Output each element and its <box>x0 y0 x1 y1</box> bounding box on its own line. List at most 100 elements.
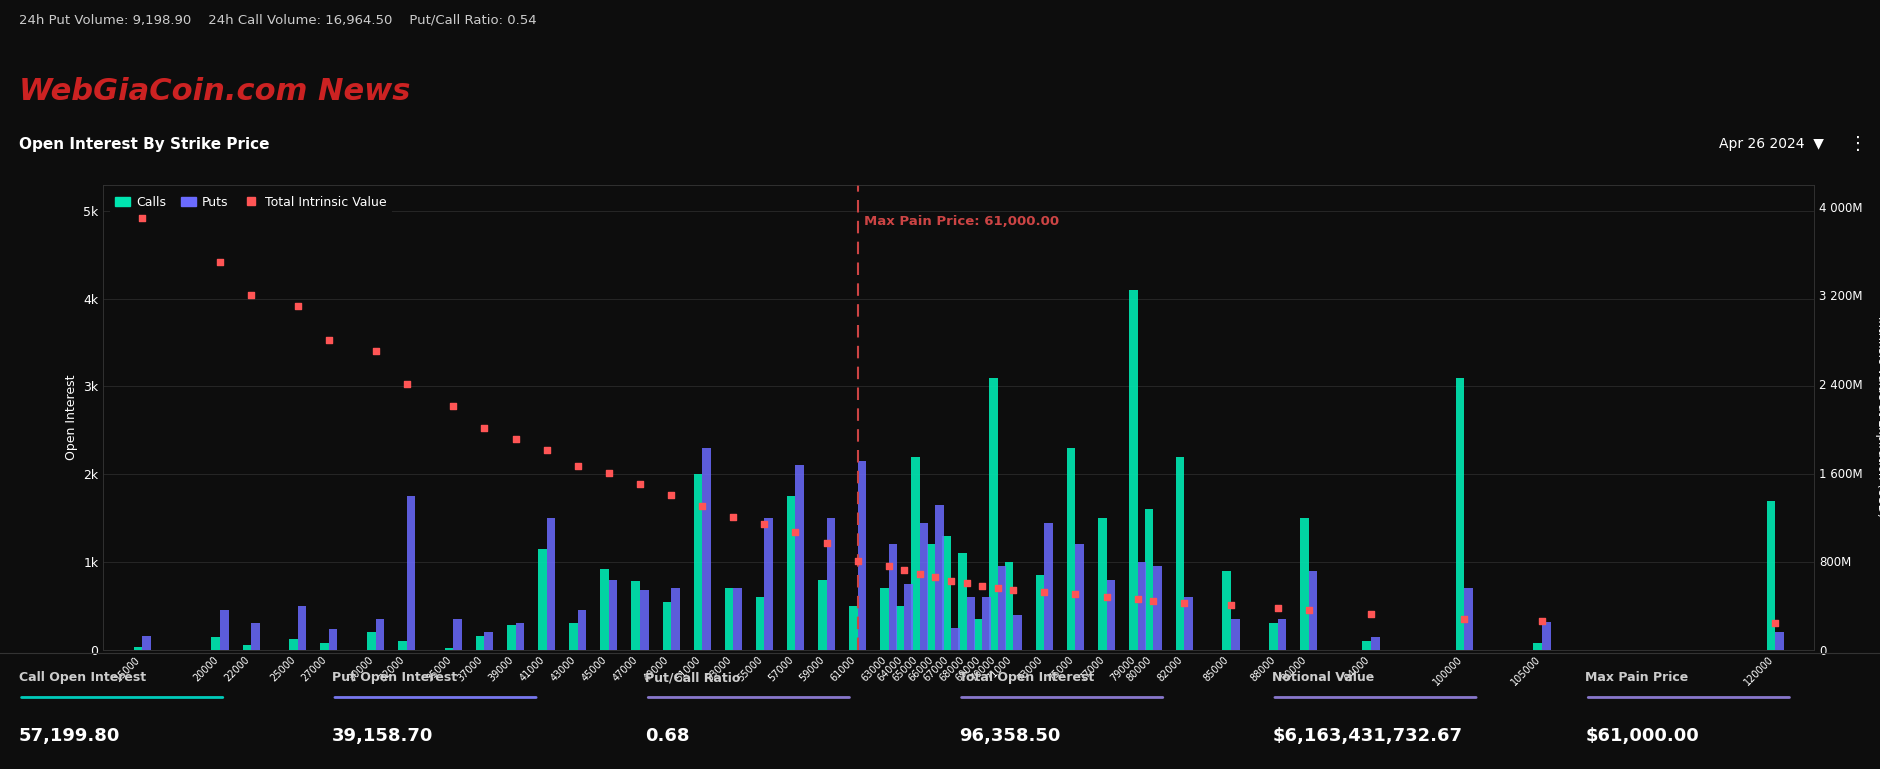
Legend: Calls, Puts, Total Intrinsic Value: Calls, Puts, Total Intrinsic Value <box>109 191 391 214</box>
Bar <box>765 518 773 650</box>
Point <box>314 334 344 346</box>
Bar <box>981 598 991 650</box>
Point <box>656 488 686 501</box>
Text: 39,158.70: 39,158.70 <box>333 727 434 745</box>
Bar <box>1013 614 1023 650</box>
Point <box>361 345 391 357</box>
Bar <box>1152 567 1162 650</box>
Point <box>1760 617 1790 629</box>
Point <box>966 579 996 591</box>
Text: Put Open Interest: Put Open Interest <box>333 671 457 684</box>
Bar <box>1107 580 1115 650</box>
Bar <box>671 588 681 650</box>
Point <box>688 500 718 512</box>
Point <box>470 422 500 434</box>
Point <box>1137 595 1167 608</box>
Bar <box>632 581 639 650</box>
Bar <box>376 619 384 650</box>
Bar <box>827 518 835 650</box>
Text: Max Pain Price: 61,000.00: Max Pain Price: 61,000.00 <box>865 215 1058 228</box>
Bar <box>1137 562 1147 650</box>
Bar <box>936 505 944 650</box>
Point <box>438 400 468 412</box>
Bar <box>966 598 976 650</box>
Point <box>842 555 872 568</box>
Bar <box>1767 501 1775 650</box>
Bar <box>446 648 453 650</box>
Bar <box>1308 571 1318 650</box>
Bar <box>756 598 765 650</box>
Text: 0.68: 0.68 <box>645 727 690 745</box>
Bar <box>694 474 703 650</box>
Bar <box>252 624 259 650</box>
Bar <box>880 588 889 650</box>
Text: Call Open Interest: Call Open Interest <box>19 671 147 684</box>
Bar <box>1004 562 1013 650</box>
Text: Max Pain Price: Max Pain Price <box>1585 671 1688 684</box>
Bar <box>329 629 338 650</box>
Point <box>1355 608 1386 621</box>
Bar <box>485 632 493 650</box>
Bar <box>143 636 150 650</box>
Bar <box>211 637 220 650</box>
Bar <box>1363 641 1371 650</box>
Bar <box>1269 624 1278 650</box>
Point <box>921 571 951 583</box>
Point <box>391 378 421 390</box>
Bar <box>600 569 609 650</box>
Bar <box>1130 290 1137 650</box>
Bar <box>297 606 306 650</box>
Point <box>983 581 1013 594</box>
Point <box>282 300 312 312</box>
Point <box>500 433 530 445</box>
Bar <box>1371 637 1380 650</box>
Bar <box>974 619 981 650</box>
Bar <box>1066 448 1075 650</box>
Bar <box>1184 598 1194 650</box>
Bar <box>895 606 904 650</box>
Bar <box>1775 632 1784 650</box>
Bar <box>577 611 587 650</box>
Bar <box>1301 518 1308 650</box>
Point <box>951 578 981 590</box>
Bar <box>639 590 649 650</box>
Bar <box>795 465 805 650</box>
Point <box>1060 588 1090 601</box>
Point <box>1527 615 1557 628</box>
Bar <box>733 588 743 650</box>
Bar <box>367 632 376 650</box>
Point <box>1263 601 1293 614</box>
Text: Apr 26 2024  ▼: Apr 26 2024 ▼ <box>1718 138 1824 151</box>
Bar <box>662 601 671 650</box>
Bar <box>290 639 297 650</box>
Y-axis label: Open Interest: Open Interest <box>64 375 77 460</box>
Text: WebGiaCoin.com News: WebGiaCoin.com News <box>19 77 410 106</box>
Point <box>936 575 966 588</box>
Bar <box>959 553 966 650</box>
Bar <box>538 549 547 650</box>
Bar <box>609 580 617 650</box>
Point <box>1030 586 1060 598</box>
Bar <box>989 378 998 650</box>
Point <box>1216 599 1246 611</box>
Point <box>624 478 654 490</box>
Point <box>750 518 780 530</box>
Point <box>205 256 235 268</box>
Bar <box>927 544 936 650</box>
Bar <box>399 641 406 650</box>
Bar <box>133 647 143 650</box>
Bar <box>1175 457 1184 650</box>
Point <box>889 564 919 576</box>
Bar <box>904 584 914 650</box>
Bar <box>1145 509 1152 650</box>
Bar <box>889 544 897 650</box>
Point <box>998 584 1028 596</box>
Text: 57,199.80: 57,199.80 <box>19 727 120 745</box>
Bar <box>1231 619 1239 650</box>
Point <box>904 568 934 581</box>
Point <box>237 289 267 301</box>
Bar <box>912 457 919 650</box>
Bar <box>320 643 329 650</box>
Bar <box>724 588 733 650</box>
Bar <box>1534 643 1542 650</box>
